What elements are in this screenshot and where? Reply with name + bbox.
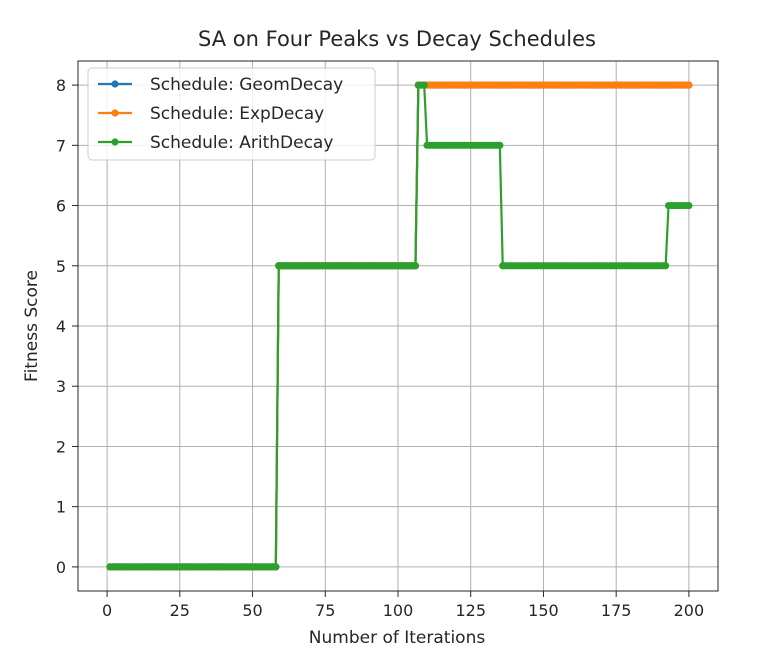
- y-tick-label: 6: [56, 197, 66, 216]
- legend: Schedule: GeomDecay Schedule: ExpDecay Sch…: [87, 67, 376, 161]
- data-point: [662, 262, 670, 270]
- x-tick-label: 150: [528, 601, 559, 620]
- grid: [78, 61, 718, 591]
- x-tick-label: 50: [242, 601, 262, 620]
- plot-lines: [106, 81, 693, 571]
- x-tick-label: 0: [102, 601, 112, 620]
- x-axis-label: Number of Iterations: [309, 628, 486, 648]
- legend-marker: [111, 80, 119, 88]
- legend-label: Schedule: ArithDecay: [150, 133, 333, 153]
- y-tick-label: 1: [56, 498, 66, 517]
- y-tick-label: 0: [56, 558, 66, 577]
- series-schedule-arithdecay: [106, 81, 693, 571]
- data-point: [496, 141, 504, 149]
- data-point: [272, 563, 280, 571]
- y-axis-label: Fitness Score: [22, 270, 42, 382]
- chart-title: SA on Four Peaks vs Decay Schedules: [198, 27, 596, 51]
- legend-label: Schedule: ExpDecay: [150, 104, 324, 124]
- x-tick-label: 25: [170, 601, 190, 620]
- data-point: [685, 81, 693, 89]
- legend-marker: [111, 109, 119, 117]
- data-point: [420, 81, 428, 89]
- y-tick-label: 2: [56, 437, 66, 456]
- axis-ticks: 0 25 50 75 100 125 150 175 200 0 1 2 3 4 5 6 7 8: [56, 76, 704, 620]
- x-tick-label: 100: [383, 601, 414, 620]
- data-point: [685, 201, 693, 210]
- legend-label: Schedule: GeomDecay: [150, 75, 343, 95]
- y-tick-label: 4: [56, 317, 66, 336]
- y-tick-label: 5: [56, 257, 66, 276]
- y-tick-label: 7: [56, 136, 66, 155]
- y-tick-label: 3: [56, 377, 66, 396]
- x-tick-label: 200: [674, 601, 705, 620]
- x-tick-label: 125: [455, 601, 486, 620]
- y-tick-label: 8: [56, 76, 66, 95]
- data-point: [411, 262, 420, 270]
- x-tick-label: 175: [601, 601, 632, 620]
- x-tick-label: 75: [315, 601, 335, 620]
- legend-marker: [111, 138, 119, 146]
- legend-box: [87, 67, 376, 161]
